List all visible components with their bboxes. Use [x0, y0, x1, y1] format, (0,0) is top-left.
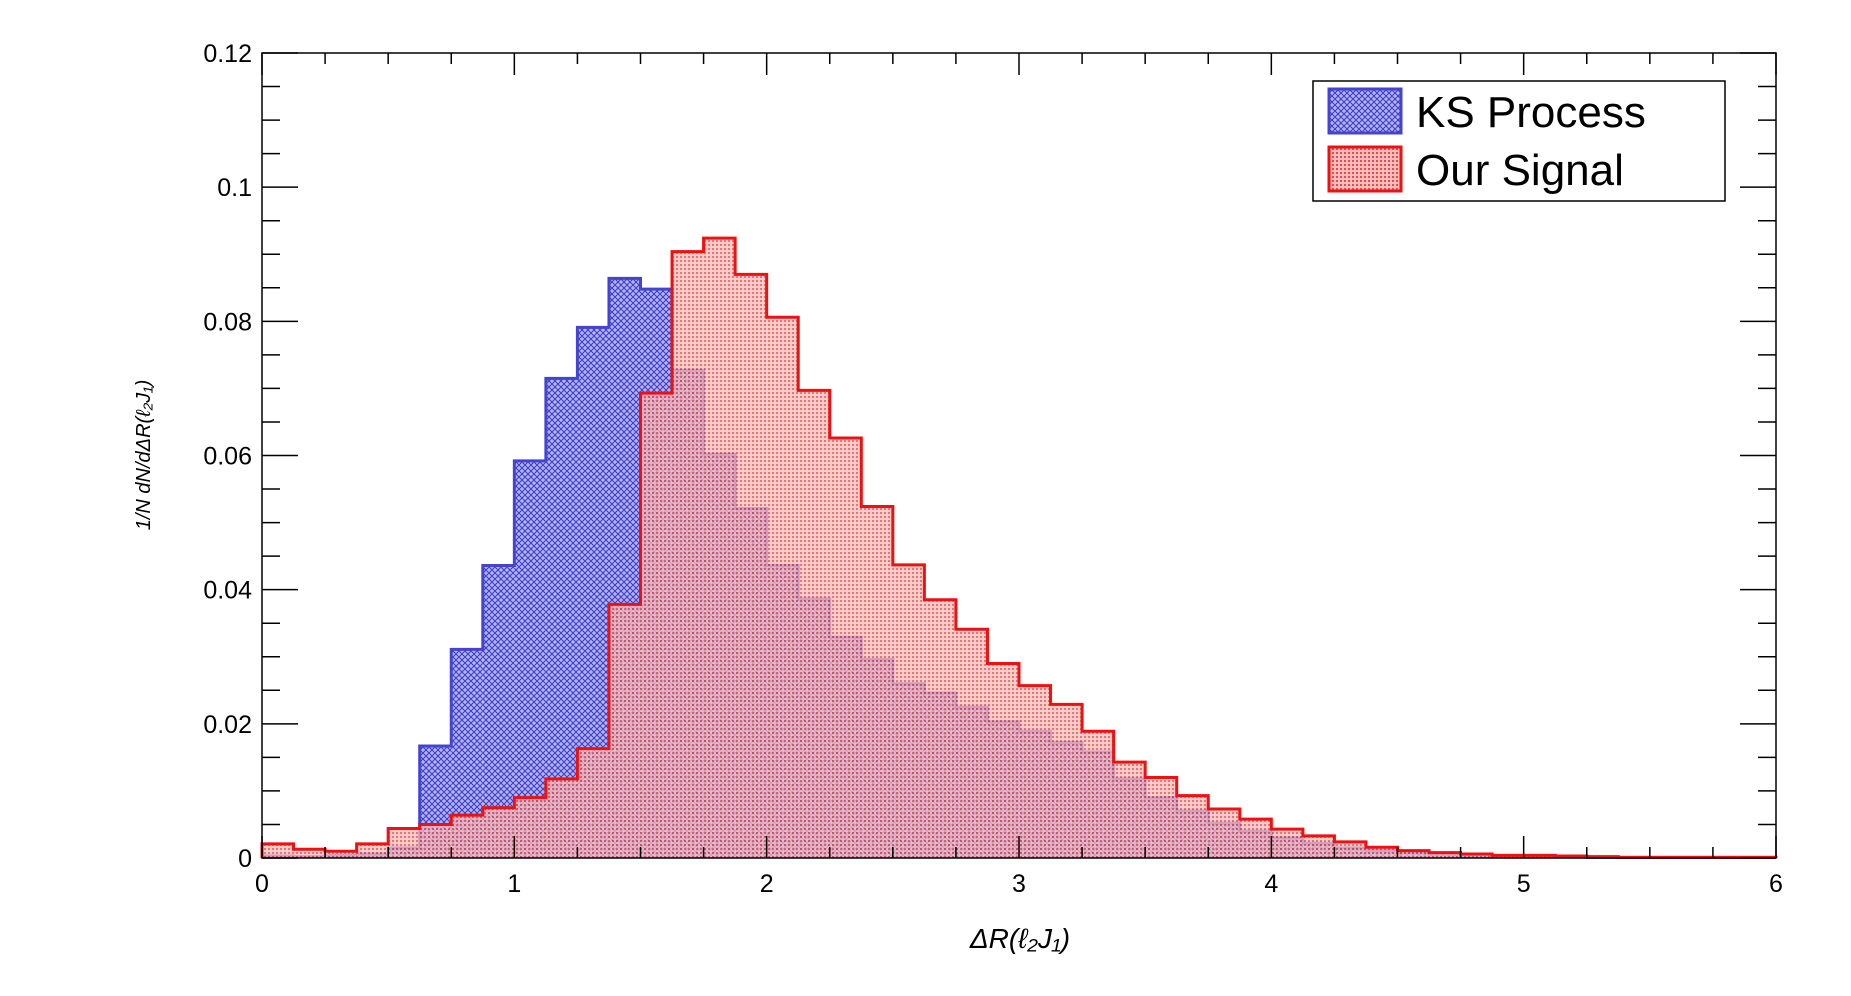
- our-signal-bin-29: [1176, 795, 1209, 858]
- x-tick-label: 4: [1264, 870, 1278, 898]
- x-tick-label: 1: [507, 870, 521, 898]
- x-tick-label: 3: [1012, 870, 1026, 898]
- our-signal-bin-21: [924, 599, 956, 858]
- our-signal-bin-8: [514, 797, 546, 858]
- our-signal-bin-27: [1113, 762, 1146, 858]
- our-signal-bin-34: [1334, 841, 1366, 858]
- our-signal-bin-22: [955, 629, 988, 858]
- our-signal-bin-4: [388, 828, 420, 858]
- our-signal-bin-7: [482, 807, 515, 858]
- x-axis-title: ΔR(ℓ₂J₁): [969, 923, 1070, 954]
- y-tick-label: 0.1: [217, 174, 252, 202]
- our-signal-bin-6: [451, 815, 483, 858]
- our-signal-bin-35: [1365, 847, 1398, 858]
- our-signal-bin-32: [1271, 829, 1303, 858]
- our-signal-bin-16: [766, 317, 799, 858]
- x-axis-label: ΔR(ℓ₂J₁): [969, 923, 1070, 954]
- legend-swatch: [1327, 145, 1403, 193]
- our-signal-bin-19: [861, 506, 893, 858]
- ks-process-bin-8: [514, 460, 546, 858]
- our-signal-bin-37: [1429, 852, 1461, 858]
- our-signal-bin-18: [829, 438, 862, 858]
- our-signal-bin-38: [1460, 853, 1493, 858]
- our-signal-bin-11: [608, 604, 641, 858]
- legend-swatch: [1327, 87, 1403, 135]
- our-signal-bin-24: [1019, 685, 1051, 858]
- series-layer: [260, 236, 1778, 859]
- our-signal-bin-0: [262, 843, 294, 858]
- our-signal-bin-13: [672, 251, 704, 859]
- x-tick-label: 5: [1517, 870, 1531, 898]
- our-signal-bin-9: [545, 778, 578, 858]
- y-axis-label: 1/N dN/dΔR(ℓ₂J₁): [133, 380, 155, 531]
- x-tick-label: 2: [760, 870, 774, 898]
- legend: KS Process Our Signal: [1312, 80, 1726, 202]
- our-signal-bin-2: [325, 851, 357, 858]
- y-tick-label: 0.12: [203, 40, 252, 68]
- our-signal-bin-15: [735, 274, 767, 858]
- legend-label: Our Signal: [1416, 146, 1624, 195]
- y-tick-label: 0: [238, 845, 252, 873]
- y-tick-label: 0.06: [203, 443, 252, 471]
- y-tick-label: 0.02: [203, 711, 252, 739]
- our-signal-bin-30: [1208, 809, 1240, 858]
- x-tick-label: 6: [1769, 870, 1783, 898]
- our-signal-bin-25: [1050, 704, 1083, 858]
- y-tick-label: 0.08: [203, 308, 252, 336]
- our-signal-bin-26: [1082, 731, 1114, 858]
- y-axis-title: 1/N dN/dΔR(ℓ₂J₁): [133, 380, 155, 531]
- our-signal-bin-12: [640, 393, 673, 858]
- our-signal-bin-17: [798, 390, 830, 858]
- our-signal-bin-1: [293, 849, 326, 858]
- y-axis: 0 0.02 0.04 0.06 0.08 0.1 0.12: [203, 40, 1776, 873]
- our-signal-bin-23: [987, 663, 1019, 858]
- our-signal-bin-3: [356, 843, 389, 858]
- our-signal-bin-36: [1397, 850, 1430, 858]
- legend-label: KS Process: [1416, 88, 1646, 137]
- series-our-signal: [260, 236, 1778, 859]
- our-signal-bin-20: [892, 564, 925, 858]
- our-signal-bin-10: [577, 748, 609, 858]
- y-tick-label: 0.04: [203, 577, 252, 605]
- our-signal-bin-5: [419, 824, 452, 858]
- our-signal-bin-28: [1145, 777, 1177, 858]
- our-signal-bin-31: [1239, 819, 1272, 858]
- our-signal-bin-14: [703, 238, 736, 858]
- x-tick-label: 0: [255, 870, 269, 898]
- x-axis: 0 1 2 3 4 5 6: [255, 53, 1783, 898]
- our-signal-bin-33: [1302, 835, 1335, 858]
